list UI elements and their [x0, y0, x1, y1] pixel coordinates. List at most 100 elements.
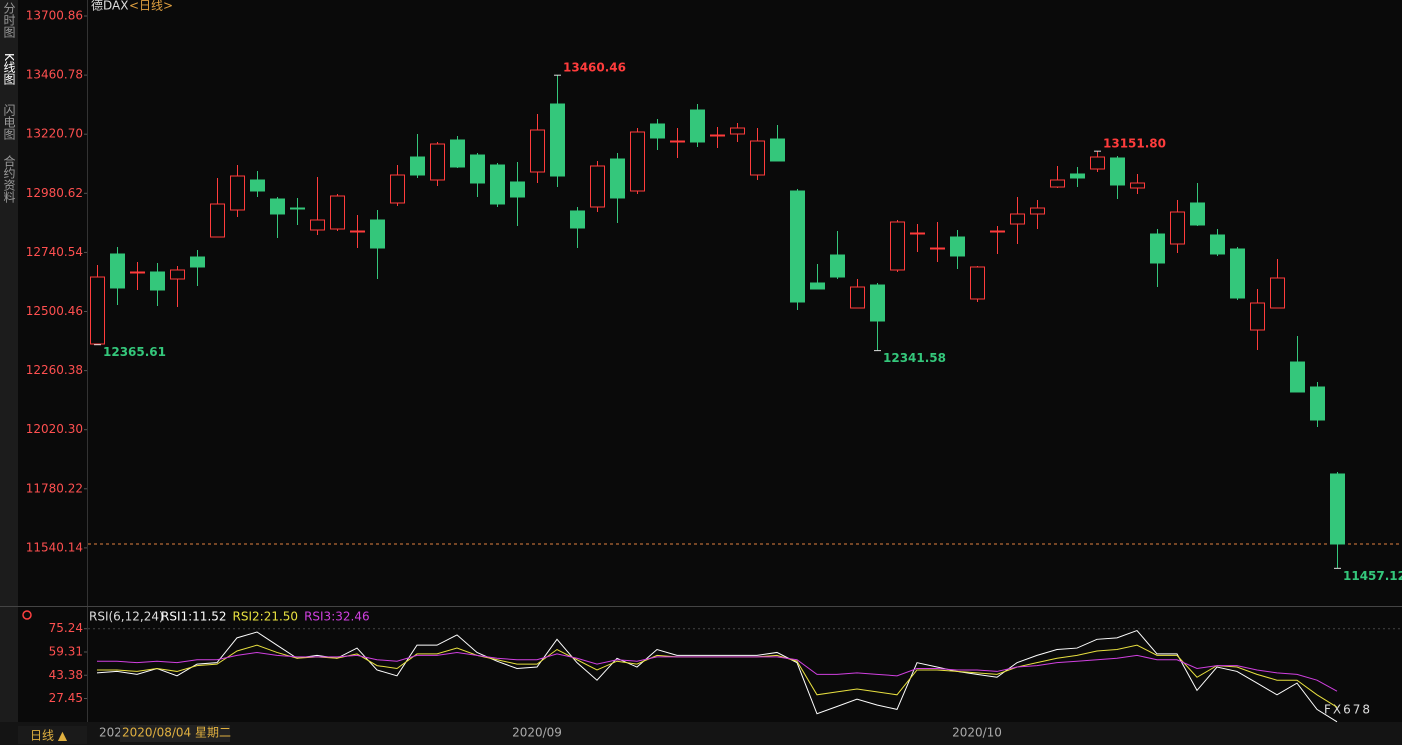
candle-body: [350, 230, 365, 233]
watermark: FX678: [1324, 703, 1372, 717]
candle-body: [1170, 211, 1185, 245]
extreme-label: 11457.12: [1343, 569, 1402, 583]
candle-body: [1150, 233, 1165, 264]
candle-body: [970, 266, 985, 300]
settings-icon[interactable]: [22, 610, 32, 620]
candle-body: [930, 247, 945, 250]
candle-body: [870, 284, 885, 322]
candle-body: [950, 236, 965, 257]
legend-entry: RSI3:32.46: [304, 610, 370, 624]
candle-body: [530, 129, 545, 173]
candle-body: [1290, 361, 1305, 393]
candle-body: [1230, 248, 1245, 299]
candle-body: [1270, 277, 1285, 309]
candle-body: [1010, 213, 1025, 225]
candle-body: [850, 286, 865, 309]
candle-body: [1250, 302, 1265, 331]
candle-body: [450, 139, 465, 168]
candle-body: [1070, 173, 1085, 179]
candle-body: [570, 210, 585, 229]
y-tick-label: 12500.46: [26, 304, 83, 318]
candle-body: [1090, 156, 1105, 170]
candle-body: [1030, 207, 1045, 215]
candle-body: [490, 164, 505, 205]
candle-body: [90, 276, 105, 345]
candle-body: [470, 154, 485, 184]
candle-body: [250, 179, 265, 192]
cursor-label: 2020/08/04 星期二: [122, 726, 231, 740]
chart-subtitle: <日线>: [129, 0, 173, 13]
y-tick-label: 13700.86: [26, 9, 83, 23]
y-tick-label: 12020.30: [26, 422, 83, 436]
y-tick-label: 12740.54: [26, 245, 83, 259]
candle-body: [750, 140, 765, 176]
candle-body: [410, 156, 425, 176]
candle-body: [710, 134, 725, 137]
y-tick-label: 13220.70: [26, 127, 83, 141]
extreme-label: 13460.46: [563, 61, 626, 75]
x-tick-label: 202: [99, 726, 122, 740]
extreme-label: 13151.80: [1103, 137, 1166, 151]
candle-body: [810, 282, 825, 290]
candle-body: [590, 165, 605, 208]
cursor-label-bg: [120, 725, 230, 742]
period-button[interactable]: 日线 ▲: [30, 729, 68, 743]
candle-body: [1050, 179, 1065, 188]
candle-body: [310, 219, 325, 231]
period-button-bg[interactable]: [18, 726, 87, 744]
candle-body: [1130, 182, 1145, 189]
candle-body: [190, 256, 205, 268]
candle-body: [1330, 473, 1345, 545]
candle-body: [890, 221, 905, 271]
candle-body: [390, 174, 405, 204]
candle-body: [330, 195, 345, 230]
y-tick-label: 43.38: [49, 668, 83, 682]
x-tick-label: 2020/09: [512, 726, 562, 740]
candle-body: [670, 140, 685, 143]
candle-body: [1310, 386, 1325, 421]
sidebar-tab[interactable]: 分时图: [2, 2, 16, 38]
rsi-line: [97, 651, 1338, 692]
candle-body: [770, 138, 785, 162]
candle-body: [990, 230, 1005, 233]
candle-body: [370, 219, 385, 249]
candle-body: [610, 158, 625, 199]
candle-body: [210, 203, 225, 238]
candle-body: [1190, 202, 1205, 226]
sidebar: [0, 0, 18, 745]
candle-body: [1110, 157, 1125, 186]
candle-body: [110, 253, 125, 289]
candle-body: [170, 269, 185, 280]
time-bar: [0, 722, 1402, 745]
candle-body: [510, 181, 525, 198]
sidebar-tab[interactable]: K线图: [2, 53, 16, 85]
candle-body: [830, 254, 845, 278]
candle-body: [650, 123, 665, 139]
candle-body: [430, 143, 445, 181]
legend-entry: RSI1:11.52: [161, 610, 227, 624]
rsi-title: RSI(6,12,24): [89, 610, 164, 624]
candle-body: [630, 131, 645, 192]
y-tick-label: 13460.78: [26, 68, 83, 82]
y-tick-label: 59.31: [49, 644, 83, 658]
chart-title: 德DAX: [91, 0, 128, 13]
candle-body: [690, 109, 705, 143]
candle-body: [730, 127, 745, 135]
sidebar-tab[interactable]: 合约资料: [2, 154, 16, 203]
candle-body: [550, 103, 565, 177]
extreme-label: 12341.58: [883, 351, 946, 365]
legend-entry: RSI2:21.50: [233, 610, 299, 624]
y-tick-label: 75.24: [49, 621, 83, 635]
candle-body: [130, 271, 145, 274]
y-tick-label: 11540.14: [26, 540, 83, 554]
candle-body: [230, 175, 245, 211]
candle-body: [150, 271, 165, 291]
candle-body: [790, 190, 805, 303]
candle-body: [290, 207, 305, 210]
candle-body: [910, 232, 925, 235]
sidebar-tab[interactable]: 闪电图: [2, 104, 16, 140]
y-tick-label: 12260.38: [26, 363, 83, 377]
y-tick-label: 27.45: [49, 691, 83, 705]
x-tick-label: 2020/10: [952, 726, 1002, 740]
